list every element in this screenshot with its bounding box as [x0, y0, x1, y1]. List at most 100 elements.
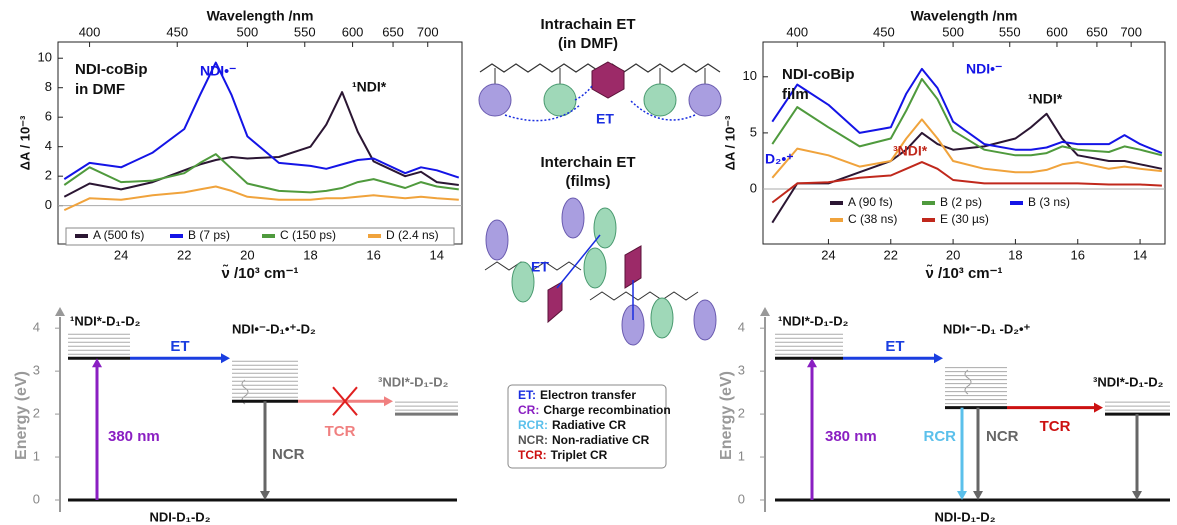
- x2-tick-label: 450: [873, 24, 895, 39]
- level-label: NDI-D₁-D₂: [150, 509, 211, 524]
- level-label: ³NDI*-D₁-D₂: [378, 374, 449, 389]
- x2-axis-label: Wavelength /nm: [911, 8, 1018, 24]
- x-tick-label: 16: [1071, 247, 1085, 262]
- y-axis-label: ΔA / 10⁻³: [17, 115, 32, 170]
- arrow-head: [1094, 402, 1103, 413]
- x2-tick-label: 500: [237, 24, 259, 39]
- level-label: NDI•⁻-D₁ -D₂•⁺: [943, 321, 1031, 336]
- donor-sphere: [688, 83, 722, 117]
- arrow-head: [384, 396, 393, 407]
- legend-label: B (7 ps): [188, 228, 230, 242]
- scheme-title: (films): [566, 173, 611, 190]
- arrow-head: [221, 353, 230, 364]
- y-tick-label: 3: [738, 363, 745, 378]
- polymer-chain: [589, 291, 699, 301]
- x2-tick-label: 700: [1120, 24, 1142, 39]
- y-tick-label: 0: [750, 180, 757, 195]
- x-tick-label: 22: [177, 247, 191, 262]
- legend-abbr: ET:: [518, 388, 536, 402]
- legend-abbr: RCR:: [518, 418, 548, 432]
- acceptor-hexagon: [547, 281, 563, 324]
- blocked-mark: [332, 386, 358, 416]
- arrow-head: [957, 491, 967, 500]
- donor-ellipse: [511, 261, 535, 303]
- donor-ellipse: [593, 207, 617, 249]
- y-tick-label: 1: [33, 448, 40, 463]
- x-axis-label: ν̃ /10³ cm⁻¹: [925, 264, 1002, 282]
- relaxation-squiggle: [964, 369, 972, 395]
- transition-label: NCR: [272, 446, 305, 463]
- legend-entry: CR: Charge recombination: [518, 403, 671, 417]
- et-label: ET: [531, 259, 549, 275]
- x2-tick-label: 400: [79, 24, 101, 39]
- x2-tick-label: 400: [786, 24, 808, 39]
- donor-ellipse: [583, 247, 607, 289]
- legend-label: C (150 ps): [280, 228, 336, 242]
- y-tick-label: 4: [45, 138, 52, 153]
- scheme-title: Interchain ET: [540, 154, 635, 171]
- transition-label: 380 nm: [825, 428, 877, 445]
- y-tick-label: 2: [738, 406, 745, 421]
- scheme-title: Intrachain ET: [540, 16, 635, 33]
- y-tick-label: 1: [738, 448, 745, 463]
- donor-ellipse: [485, 219, 509, 261]
- y-tick-label: 6: [45, 109, 52, 124]
- x-axis-label: ν̃ /10³ cm⁻¹: [221, 264, 298, 282]
- level-label: ³NDI*-D₁-D₂: [1093, 374, 1164, 389]
- transition-label: ET: [170, 338, 189, 355]
- y-tick-label: 10: [743, 68, 757, 83]
- acceptor-hexagon: [591, 61, 625, 99]
- donor-ellipse: [650, 297, 674, 339]
- x2-tick-label: 550: [999, 24, 1021, 39]
- x-tick-label: 24: [821, 247, 835, 262]
- series-line: [63, 61, 460, 180]
- series-line: [771, 78, 1163, 157]
- legend-text: Triplet CR: [551, 448, 608, 462]
- series-line: [63, 91, 459, 198]
- legend-label: A (500 fs): [93, 228, 144, 242]
- scheme-title: (in DMF): [558, 35, 618, 52]
- y-tick-label: 2: [33, 406, 40, 421]
- et-path: [504, 104, 581, 122]
- transition-label: 380 nm: [108, 428, 160, 445]
- y-tick-label: 0: [738, 491, 745, 506]
- arrow-head: [55, 307, 65, 316]
- annotation: NDI•⁻: [966, 61, 1002, 77]
- y-axis-label: ΔA / 10⁻³: [722, 115, 737, 170]
- annotation: ¹NDI*: [352, 79, 387, 95]
- arrow-head: [260, 491, 270, 500]
- level-label: NDI•⁻-D₁•⁺-D₂: [232, 321, 316, 336]
- x-tick-label: 22: [884, 247, 898, 262]
- polymer-chain: [484, 261, 582, 271]
- transition-label: TCR: [325, 423, 356, 440]
- legend-label: C (38 ns): [848, 212, 897, 226]
- annotation: NDI•⁻: [200, 63, 236, 79]
- level-label: ¹NDI*-D₁-D₂: [70, 313, 141, 328]
- series-line: [771, 161, 1162, 204]
- level-label: ¹NDI*-D₁-D₂: [778, 313, 849, 328]
- legend-entry: RCR: Radiative CR: [518, 418, 626, 432]
- arrow-head: [760, 307, 770, 316]
- y-tick-label: 2: [45, 168, 52, 183]
- legend-text: Radiative CR: [552, 418, 626, 432]
- arrow-head: [1132, 491, 1142, 500]
- y-tick-label: 10: [38, 50, 52, 65]
- series-line: [771, 118, 1163, 179]
- annotation: in DMF: [75, 81, 125, 98]
- legend-entry: ET: Electron transfer: [518, 388, 636, 402]
- arrow-head: [92, 358, 102, 368]
- legend-text: Charge recombination: [543, 403, 670, 417]
- x-tick-label: 14: [430, 247, 444, 262]
- et-label: ET: [596, 111, 614, 127]
- x2-tick-label: 450: [166, 24, 188, 39]
- annotation: ³NDI*: [893, 143, 928, 159]
- x-tick-label: 18: [303, 247, 317, 262]
- annotation: D₂•⁺: [765, 151, 794, 167]
- x2-axis-label: Wavelength /nm: [207, 8, 314, 24]
- legend-text: Non-radiative CR: [552, 433, 650, 447]
- legend-text: Electron transfer: [540, 388, 636, 402]
- arrow-head: [934, 353, 943, 364]
- legend-entry: NCR: Non-radiative CR: [518, 433, 650, 447]
- x2-tick-label: 500: [942, 24, 964, 39]
